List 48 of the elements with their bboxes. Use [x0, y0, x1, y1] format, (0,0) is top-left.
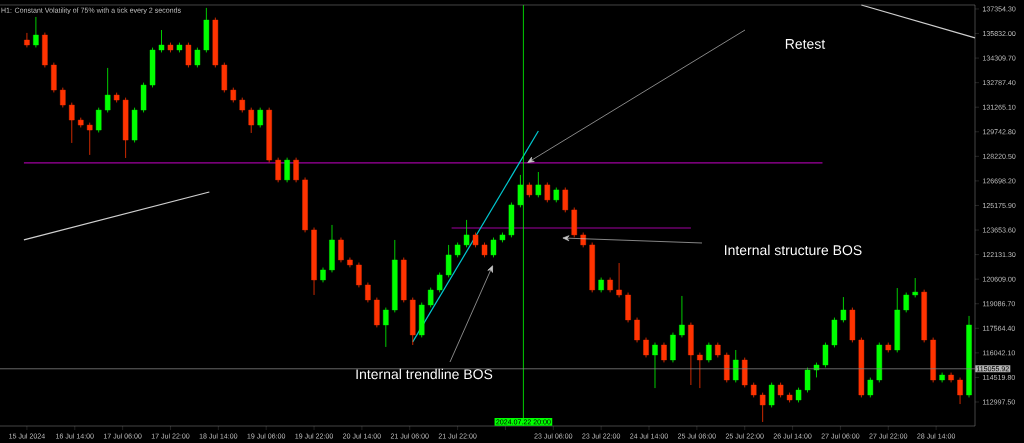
- candlestick: [652, 342, 658, 389]
- candlestick: [24, 32, 30, 48]
- candlestick: [903, 292, 909, 313]
- candlestick: [957, 377, 963, 405]
- candlestick: [158, 29, 165, 53]
- candlestick: [463, 219, 470, 248]
- candlestick: [194, 47, 201, 68]
- candlestick: [365, 282, 371, 303]
- candlestick: [104, 67, 111, 113]
- candlestick: [436, 272, 443, 293]
- candlestick: [383, 307, 389, 348]
- candlestick: [248, 107, 254, 134]
- candlestick: [490, 237, 497, 258]
- candlestick: [706, 342, 712, 363]
- candlestick: [661, 342, 667, 363]
- candlestick: [679, 295, 685, 338]
- candlestick: [185, 42, 192, 68]
- candlestick: [275, 157, 281, 183]
- candlestick: [338, 237, 344, 263]
- candlestick: [257, 107, 263, 128]
- candlestick: [840, 296, 847, 323]
- candlestick: [562, 187, 569, 213]
- candlestick: [284, 157, 290, 183]
- annotation: Internal structure BOS: [725, 244, 862, 256]
- annotation: Retest: [785, 39, 826, 49]
- candlestick: [60, 87, 66, 108]
- candlestick: [643, 337, 649, 358]
- candlestick: [445, 244, 452, 278]
- candlestick: [867, 377, 874, 398]
- candlestick: [768, 382, 775, 408]
- candlestick: [95, 107, 102, 133]
- candlestick: [427, 287, 434, 308]
- candlestick: [544, 182, 551, 203]
- candlestick: [759, 392, 766, 423]
- candlestick: [356, 262, 362, 288]
- candlestick: [733, 349, 739, 383]
- candlestick: [697, 352, 703, 389]
- annotation: Internal trendline BOS: [356, 368, 493, 380]
- candlestick: [804, 367, 811, 393]
- candlestick: [634, 317, 640, 343]
- candlestick: [912, 277, 918, 298]
- candlestick: [69, 102, 75, 144]
- candlestick: [616, 262, 622, 298]
- candlestick: [33, 16, 39, 48]
- candlestick: [535, 171, 542, 198]
- candlestick: [293, 157, 299, 183]
- candlestick: [822, 342, 829, 368]
- candlestick: [86, 122, 93, 156]
